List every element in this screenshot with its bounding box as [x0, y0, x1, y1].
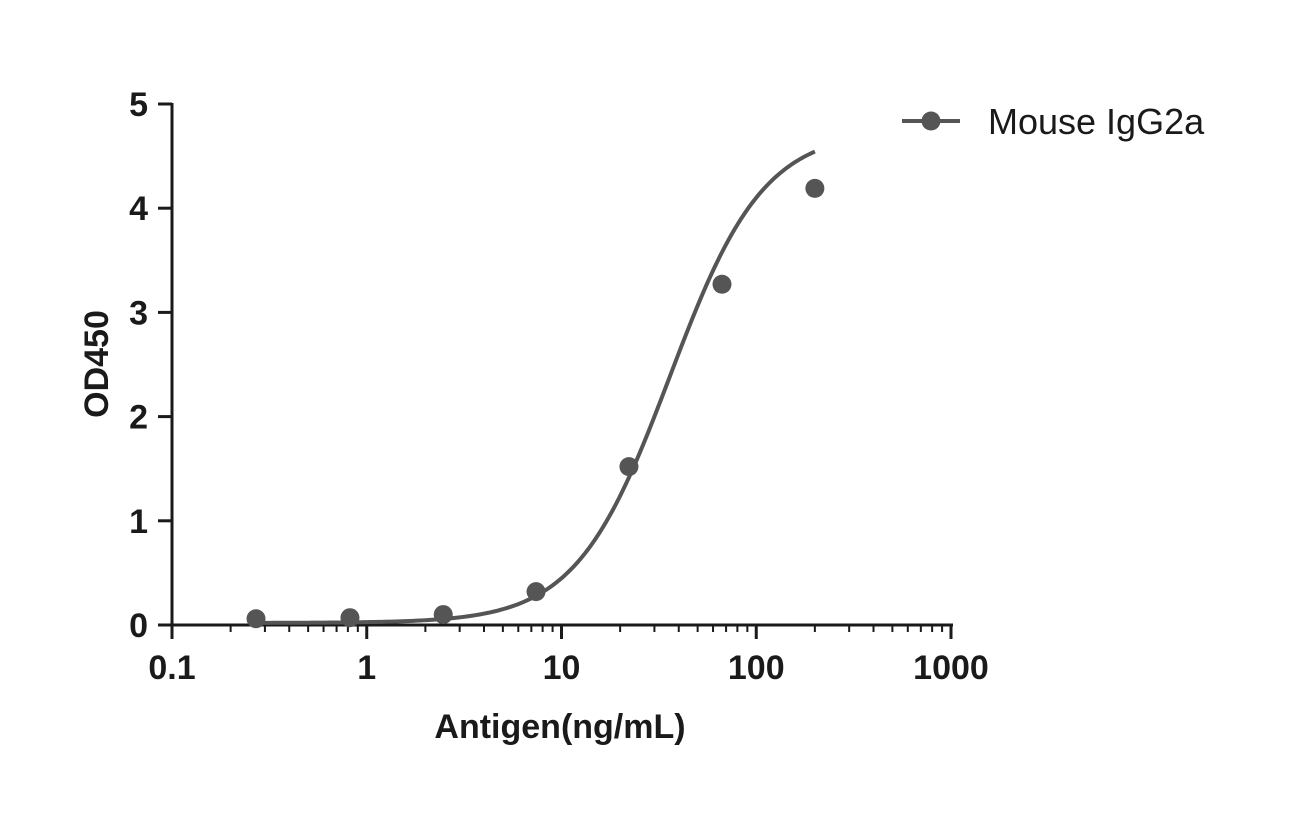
legend-marker [921, 111, 941, 131]
y-tick-label: 4 [129, 190, 148, 228]
data-point [433, 605, 453, 625]
data-point [712, 274, 732, 294]
data-point [619, 457, 639, 477]
legend-label: Mouse IgG2a [988, 101, 1205, 142]
data-point [246, 609, 266, 629]
x-tick-label: 1 [357, 649, 376, 687]
y-tick-label: 3 [129, 294, 148, 332]
y-axis-title: OD450 [78, 310, 116, 418]
y-ticks: 0 1 2 3 4 5 [129, 86, 172, 645]
legend: Mouse IgG2a [902, 101, 1205, 142]
x-axis: 0.1 1 10 100 1000 Antigen(ng/mL) [148, 623, 989, 746]
x-tick-label: 10 [543, 649, 581, 687]
x-tick-label: 1000 [913, 649, 989, 687]
x-tick-label: 100 [728, 649, 785, 687]
plot-area [246, 149, 825, 629]
x-tick-label: 0.1 [148, 649, 195, 687]
y-axis: 0 1 2 3 4 5 OD450 [78, 86, 174, 645]
y-tick-label: 2 [129, 399, 148, 437]
y-tick-label: 0 [129, 607, 148, 645]
series-line [256, 149, 816, 625]
data-point [805, 178, 825, 198]
x-axis-title: Antigen(ng/mL) [434, 708, 685, 746]
data-point [526, 582, 546, 602]
x-ticks: 0.1 1 10 100 1000 [148, 625, 989, 687]
data-point [340, 608, 360, 628]
y-tick-label: 5 [129, 86, 148, 124]
y-tick-label: 1 [129, 503, 148, 541]
